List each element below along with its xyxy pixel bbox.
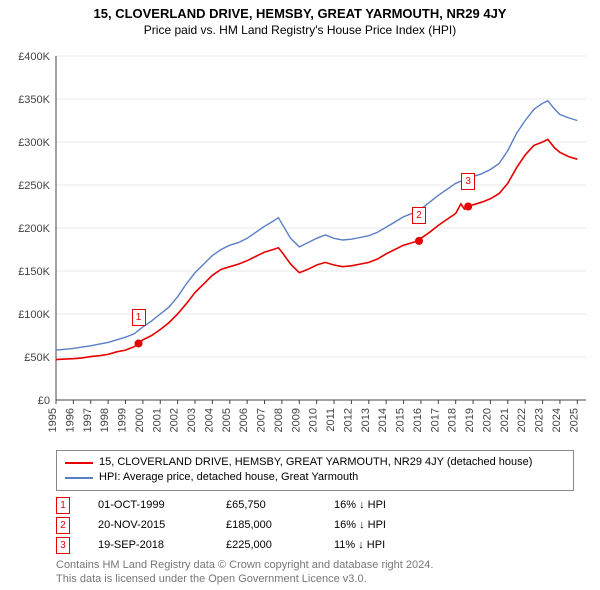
legend-item: 15, CLOVERLAND DRIVE, HEMSBY, GREAT YARM… — [65, 455, 565, 470]
svg-text:£300K: £300K — [18, 137, 50, 149]
svg-text:2006: 2006 — [238, 408, 250, 432]
svg-text:2002: 2002 — [169, 408, 181, 432]
page-subtitle: Price paid vs. HM Land Registry's House … — [0, 21, 600, 37]
svg-text:2001: 2001 — [151, 408, 163, 432]
event-row: 1 01-OCT-1999 £65,750 16% ↓ HPI — [56, 495, 386, 515]
chart-marker-2: 2 — [412, 207, 426, 224]
svg-text:2005: 2005 — [221, 408, 233, 432]
event-marker: 1 — [56, 497, 70, 514]
svg-text:£0: £0 — [38, 395, 50, 407]
svg-text:2004: 2004 — [203, 408, 215, 432]
svg-text:2013: 2013 — [360, 408, 372, 432]
chart-marker-3: 3 — [461, 173, 475, 190]
svg-text:2023: 2023 — [534, 408, 546, 432]
event-price: £225,000 — [226, 539, 306, 551]
svg-text:2012: 2012 — [342, 408, 354, 432]
event-date: 01-OCT-1999 — [98, 499, 198, 511]
events-table: 1 01-OCT-1999 £65,750 16% ↓ HPI 2 20-NOV-2015… — [56, 495, 386, 555]
event-hpi: 16% ↓ HPI — [334, 519, 386, 531]
svg-text:£250K: £250K — [18, 180, 50, 192]
event-row: 3 19-SEP-2018 £225,000 11% ↓ HPI — [56, 535, 386, 555]
event-hpi: 11% ↓ HPI — [334, 539, 385, 551]
legend: 15, CLOVERLAND DRIVE, HEMSBY, GREAT YARM… — [56, 450, 574, 491]
source-l2: This data is licensed under the Open Gov… — [56, 572, 433, 586]
svg-text:2014: 2014 — [377, 408, 389, 432]
svg-text:2008: 2008 — [273, 408, 285, 432]
event-row: 2 20-NOV-2015 £185,000 16% ↓ HPI — [56, 515, 386, 535]
svg-text:£150K: £150K — [18, 266, 50, 278]
event-marker: 3 — [56, 537, 70, 554]
svg-text:2020: 2020 — [481, 408, 493, 432]
svg-text:£400K: £400K — [18, 51, 50, 63]
svg-text:£200K: £200K — [18, 223, 50, 235]
page-title: 15, CLOVERLAND DRIVE, HEMSBY, GREAT YARM… — [0, 0, 600, 21]
svg-text:2017: 2017 — [429, 408, 441, 432]
legend-swatch — [65, 477, 93, 479]
event-hpi: 16% ↓ HPI — [334, 499, 386, 511]
svg-text:1999: 1999 — [117, 408, 129, 432]
price-chart: £0 £50K £100K £150K £200K £250K £300K £350K £400… — [0, 50, 600, 440]
source-note: Contains HM Land Registry data © Crown c… — [56, 558, 433, 587]
svg-text:2007: 2007 — [256, 408, 268, 432]
chart-marker-1: 1 — [132, 309, 146, 326]
svg-text:2018: 2018 — [447, 408, 459, 432]
svg-text:1996: 1996 — [64, 408, 76, 432]
svg-text:2022: 2022 — [516, 408, 528, 432]
event-price: £185,000 — [226, 519, 306, 531]
svg-text:2000: 2000 — [134, 408, 146, 432]
legend-label: 15, CLOVERLAND DRIVE, HEMSBY, GREAT YARM… — [99, 455, 532, 470]
svg-text:2016: 2016 — [412, 408, 424, 432]
event-marker: 2 — [56, 517, 70, 534]
event-date: 20-NOV-2015 — [98, 519, 198, 531]
event-date: 19-SEP-2018 — [98, 539, 198, 551]
svg-text:1995: 1995 — [47, 408, 59, 432]
legend-item: HPI: Average price, detached house, Grea… — [65, 470, 565, 485]
svg-text:£50K: £50K — [24, 352, 50, 364]
svg-text:2011: 2011 — [325, 408, 337, 432]
svg-text:2025: 2025 — [568, 408, 580, 432]
svg-text:£350K: £350K — [18, 94, 50, 106]
svg-text:£100K: £100K — [18, 309, 50, 321]
svg-text:2010: 2010 — [308, 408, 320, 432]
svg-text:2009: 2009 — [290, 408, 302, 432]
legend-label: HPI: Average price, detached house, Grea… — [99, 470, 358, 485]
source-l1: Contains HM Land Registry data © Crown c… — [56, 558, 433, 572]
svg-text:2015: 2015 — [395, 408, 407, 432]
event-price: £65,750 — [226, 499, 306, 511]
svg-text:1997: 1997 — [82, 408, 94, 432]
svg-text:2019: 2019 — [464, 408, 476, 432]
svg-text:2024: 2024 — [551, 408, 563, 432]
legend-swatch — [65, 462, 93, 464]
svg-text:2003: 2003 — [186, 408, 198, 432]
svg-text:1998: 1998 — [99, 408, 111, 432]
svg-text:2021: 2021 — [499, 408, 511, 432]
